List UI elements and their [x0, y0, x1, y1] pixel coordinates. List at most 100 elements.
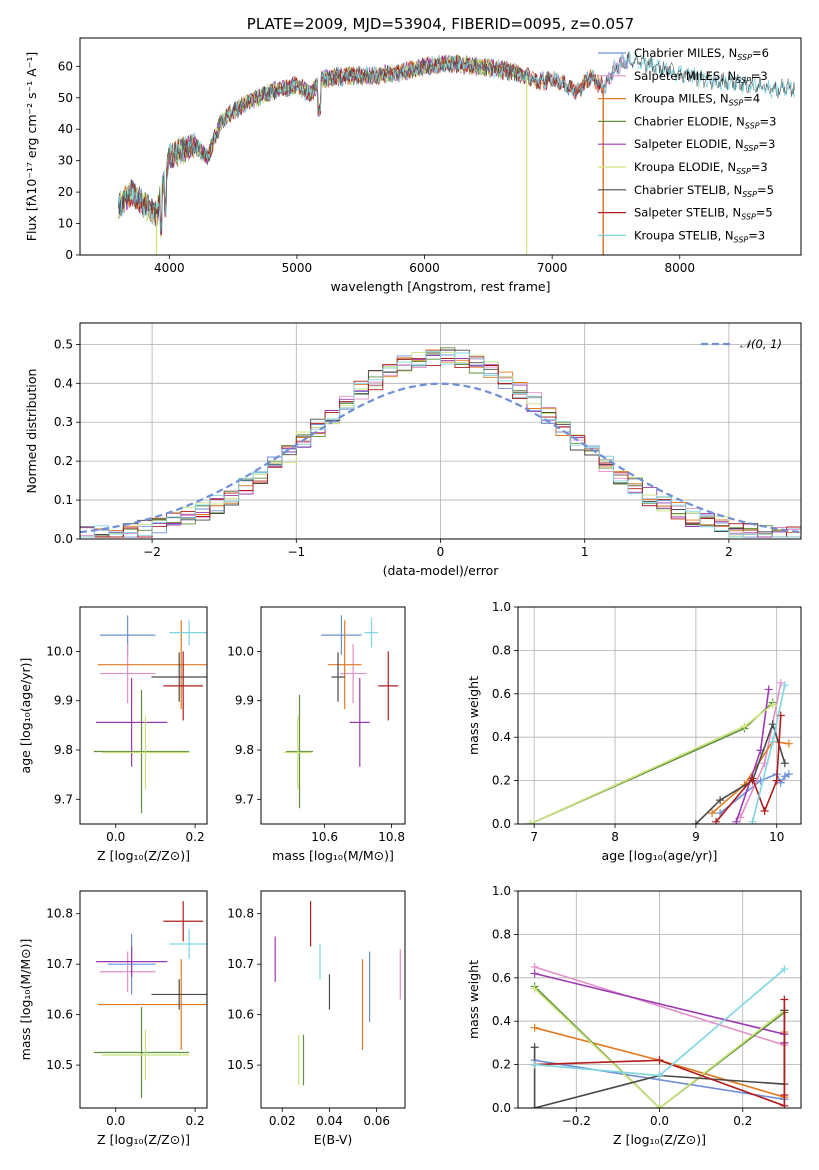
- spectrum-data: [117, 51, 795, 255]
- weight-point-marker: [691, 820, 700, 824]
- weight-series-line: [529, 701, 774, 824]
- weight-point-marker: [526, 820, 535, 824]
- weight-point-marker: [530, 984, 539, 993]
- legend-subscript: SSP: [737, 53, 752, 62]
- weight-point-marker: [780, 681, 789, 690]
- weight-vs-age-ytick-label: 1.0: [492, 600, 511, 614]
- spectrum-legend: Chabrier MILES, NSSP=6 Salpeter MILES, NS…: [598, 46, 776, 244]
- legend-suffix: =5: [757, 183, 774, 197]
- mass-vs-ebv-xtick-label: 0.04: [316, 1114, 343, 1128]
- legend-subscript: SSP: [741, 213, 756, 222]
- spectrum-ytick-label: 40: [58, 122, 73, 136]
- weight-point-marker: [784, 739, 793, 748]
- residuals-ytick-label: 0.1: [54, 493, 73, 507]
- legend-text: Kroupa MILES, N: [634, 92, 729, 106]
- residuals-ytick-label: 0.0: [54, 532, 73, 546]
- weight-point-marker: [530, 1043, 539, 1052]
- legend-subscript: SSP: [744, 144, 759, 153]
- legend-label: Salpeter MILES, NSSP=3: [634, 69, 768, 85]
- weight-point-marker: [768, 737, 777, 746]
- mass-vs-ebv-xlabel: E(B-V): [314, 1132, 353, 1147]
- spectrum-frame: [79, 37, 802, 256]
- age-vs-mass-panel: 10.6 10.8 9.7 9.8 9.9 10.0 mass [log₁₀(M/M⊙)]: [227, 606, 406, 863]
- residuals-xtick-label: 2: [725, 545, 733, 559]
- weight-point-marker: [780, 759, 789, 768]
- weight-point-marker: [776, 678, 785, 687]
- weight-point-marker: [780, 772, 789, 781]
- mass-vs-z-ytick-label: 10.8: [46, 907, 73, 921]
- spectrum-xlabel: wavelength [Angstrom, rest frame]: [330, 279, 550, 294]
- weight-vs-z-ytick-label: 0.2: [492, 1058, 511, 1072]
- weight-point-marker: [772, 776, 781, 785]
- legend-suffix: =3: [751, 69, 768, 83]
- residuals-data: [80, 347, 801, 538]
- age-vs-z-frame: [79, 606, 208, 825]
- legend-text: Kroupa STELIB, N: [634, 228, 734, 242]
- spectrum-xtick-label: 7000: [537, 261, 568, 275]
- weight-vs-age-ylabel: mass weight: [466, 676, 481, 755]
- weight-vs-z-ytick-label: 0.4: [492, 1014, 511, 1028]
- legend-suffix: =5: [756, 206, 773, 220]
- mass-vs-ebv-xtick-label: 0.02: [269, 1114, 296, 1128]
- spectrum-ytick-label: 60: [58, 59, 73, 73]
- mass-vs-ebv-ytick-label: 10.8: [227, 907, 254, 921]
- age-vs-z-ytick-label: 9.9: [54, 694, 73, 708]
- spectrum-ytick-label: 20: [58, 185, 73, 199]
- age-vs-z-xtick-label: 0.0: [106, 830, 125, 844]
- mass-vs-z-data: [93, 901, 207, 1098]
- age-vs-mass-ytick-label: 9.8: [235, 743, 254, 757]
- weight-vs-age-data: [526, 678, 793, 824]
- residuals-xtick-label: −2: [143, 545, 161, 559]
- weight-vs-z-panel: −0.2 0.0 0.2 0.0 0.2 0.4 0.6 0.8 1.0 Z [log₁₀(Z/Z…: [466, 884, 802, 1147]
- normal-curve: [80, 382, 801, 534]
- mass-vs-z-ylabel: mass [log₁₀(M/M⊙)]: [18, 939, 33, 1061]
- age-vs-mass-ytick-label: 9.7: [235, 792, 254, 806]
- age-vs-z-ytick-label: 10.0: [46, 644, 73, 658]
- mass-vs-ebv-panel: 0.02 0.04 0.06 10.5 10.6 10.7 10.8 E(B-V): [227, 890, 406, 1147]
- weight-vs-z-ytick-label: 0.8: [492, 927, 511, 941]
- age-vs-z-xtick-label: 0.2: [186, 830, 205, 844]
- weight-vs-z-ytick-label: 0.0: [492, 1101, 511, 1115]
- weight-point-marker: [530, 1023, 539, 1032]
- weight-series-line: [534, 985, 785, 1108]
- mass-vs-ebv-ytick-label: 10.7: [227, 957, 254, 971]
- residuals-xtick-label: 1: [581, 545, 589, 559]
- legend-subscript: SSP: [736, 76, 751, 85]
- weight-point-marker: [530, 1104, 539, 1108]
- age-vs-mass-xtick-label: 10.8: [378, 830, 405, 844]
- age-vs-z-ytick-label: 9.8: [54, 743, 73, 757]
- spectrum-panel: 4000 5000 6000 7000 8000 0 10 20 30 40 50 60 wavelen…: [24, 15, 802, 294]
- weight-vs-z-xlabel: Z [log₁₀(Z/Z⊙)]: [613, 1132, 706, 1147]
- legend-label: Chabrier STELIB, NSSP=5: [634, 183, 774, 199]
- weight-point-marker: [764, 685, 773, 694]
- weight-vs-z-xtick-label: 0.2: [733, 1114, 752, 1128]
- weight-point-marker: [740, 722, 749, 731]
- residuals-ytick-label: 0.2: [54, 454, 73, 468]
- legend-text: Chabrier ELODIE, N: [634, 114, 745, 128]
- weight-point-marker: [784, 770, 793, 779]
- legend-label: Chabrier MILES, NSSP=6: [634, 46, 769, 62]
- mass-vs-z-ytick-label: 10.7: [46, 957, 73, 971]
- residuals-xtick-label: −1: [287, 545, 305, 559]
- weight-point-marker: [530, 1060, 539, 1069]
- spectrum-ytick-label: 0: [65, 248, 73, 262]
- age-vs-mass-xtick-label: 10.6: [311, 830, 338, 844]
- mass-vs-z-ytick-label: 10.6: [46, 1008, 73, 1022]
- legend-suffix: =6: [752, 46, 769, 60]
- legend-suffix: =3: [758, 137, 775, 151]
- residuals-frame: [79, 322, 802, 540]
- legend-label: Chabrier ELODIE, NSSP=3: [634, 114, 776, 130]
- weight-vs-age-xtick-label: 10: [769, 830, 784, 844]
- age-vs-z-xlabel: Z [log₁₀(Z/Z⊙)]: [97, 848, 190, 863]
- legend-text: Salpeter STELIB, N: [634, 206, 741, 220]
- weight-vs-z-ytick-label: 0.6: [492, 971, 511, 985]
- spectrum-ytick-label: 50: [58, 91, 73, 105]
- mass-vs-ebv-xtick-label: 0.06: [363, 1114, 390, 1128]
- weight-vs-z-ytick-label: 1.0: [492, 884, 511, 898]
- weight-vs-age-panel: 7 8 9 10 0.0 0.2 0.4 0.6 0.8 1.0 age [log₁₀(age/yr…: [466, 600, 802, 863]
- age-vs-mass-data: [284, 615, 399, 809]
- weight-vs-age-xlabel: age [log₁₀(age/yr)]: [602, 848, 718, 863]
- weight-vs-z-frame: [517, 890, 802, 1109]
- mass-vs-z-panel: 0.0 0.2 10.5 10.6 10.7 10.8 Z [log₁₀(Z/Z⊙)] mas…: [18, 890, 208, 1147]
- legend-text: Kroupa ELODIE, N: [634, 160, 736, 174]
